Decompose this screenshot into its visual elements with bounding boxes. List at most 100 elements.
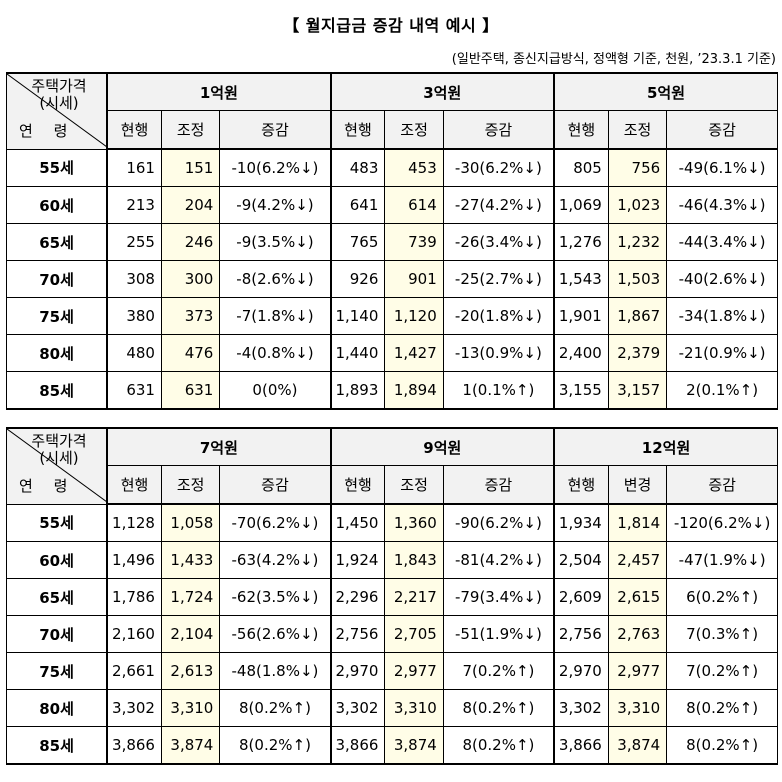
adjusted-value-cell: 3,874: [385, 727, 443, 765]
adjusted-value-cell: 3,310: [385, 690, 443, 727]
current-value-cell: 2,970: [331, 653, 385, 690]
col-header-adjusted: 조정: [161, 111, 219, 150]
adjusted-value-cell: 2,977: [385, 653, 443, 690]
change-value-cell: -9(4.2%↓): [220, 187, 331, 224]
change-value-cell: -90(6.2%↓): [443, 504, 554, 542]
col-header-current: 현행: [331, 111, 385, 150]
age-cell: 65세: [7, 579, 108, 616]
corner-age-label: 연 령: [19, 475, 75, 496]
adjusted-value-cell: 1,867: [608, 298, 666, 335]
change-value-cell: -21(0.9%↓): [667, 335, 778, 372]
table-row: 60세 213 204 -9(4.2%↓) 641 614 -27(4.2%↓) 1,069 1…: [7, 187, 778, 224]
current-value-cell: 2,661: [107, 653, 161, 690]
current-value-cell: 255: [107, 224, 161, 261]
change-value-cell: -56(2.6%↓): [220, 616, 331, 653]
table-row: 60세 1,496 1,433 -63(4.2%↓) 1,924 1,843 -81(4.2…: [7, 542, 778, 579]
table-row: 70세 308 300 -8(2.6%↓) 926 901 -25(2.7%↓) 1,543 1…: [7, 261, 778, 298]
corner-price-label: 주택가격 (시세): [11, 78, 107, 112]
age-cell: 80세: [7, 335, 108, 372]
current-value-cell: 1,934: [554, 504, 608, 542]
change-value-cell: 8(0.2%↑): [220, 690, 331, 727]
col-header-change: 증감: [443, 111, 554, 150]
current-value-cell: 2,160: [107, 616, 161, 653]
table-row: 55세 1,128 1,058 -70(6.2%↓) 1,450 1,360 -90(6.2…: [7, 504, 778, 542]
current-value-cell: 641: [331, 187, 385, 224]
current-value-cell: 805: [554, 149, 608, 187]
price-group-header: 9억원: [331, 428, 554, 466]
change-value-cell: -4(0.8%↓): [220, 335, 331, 372]
change-value-cell: -8(2.6%↓): [220, 261, 331, 298]
current-value-cell: 1,543: [554, 261, 608, 298]
current-value-cell: 1,924: [331, 542, 385, 579]
change-value-cell: -51(1.9%↓): [443, 616, 554, 653]
current-value-cell: 2,756: [554, 616, 608, 653]
col-header-current: 현행: [331, 466, 385, 505]
adjusted-value-cell: 2,379: [608, 335, 666, 372]
change-value-cell: -46(4.3%↓): [667, 187, 778, 224]
current-value-cell: 1,496: [107, 542, 161, 579]
current-value-cell: 3,302: [331, 690, 385, 727]
change-value-cell: -13(0.9%↓): [443, 335, 554, 372]
change-value-cell: -7(1.8%↓): [220, 298, 331, 335]
corner-price-line2: (시세): [11, 95, 107, 112]
unit-note: (일반주택, 종신지급방식, 정액형 기준, 천원, ’23.3.1 기준): [452, 48, 776, 67]
col-header-adjusted: 조정: [161, 466, 219, 505]
adjusted-value-cell: 1,724: [161, 579, 219, 616]
change-value-cell: -49(6.1%↓): [667, 149, 778, 187]
current-value-cell: 161: [107, 149, 161, 187]
col-header-change: 증감: [220, 111, 331, 150]
adjusted-value-cell: 1,360: [385, 504, 443, 542]
current-value-cell: 380: [107, 298, 161, 335]
change-value-cell: -47(1.9%↓): [667, 542, 778, 579]
current-value-cell: 2,609: [554, 579, 608, 616]
change-value-cell: -34(1.8%↓): [667, 298, 778, 335]
age-cell: 70세: [7, 261, 108, 298]
current-value-cell: 480: [107, 335, 161, 372]
adjusted-value-cell: 2,615: [608, 579, 666, 616]
col-header-current: 현행: [107, 466, 161, 505]
adjusted-value-cell: 3,310: [161, 690, 219, 727]
col-header-adjusted: 조정: [385, 111, 443, 150]
corner-header-cell: 주택가격 (시세) 연 령: [7, 73, 108, 149]
change-value-cell: -25(2.7%↓): [443, 261, 554, 298]
adjusted-value-cell: 476: [161, 335, 219, 372]
age-cell: 75세: [7, 298, 108, 335]
current-value-cell: 1,440: [331, 335, 385, 372]
change-value-cell: -62(3.5%↓): [220, 579, 331, 616]
corner-price-line1: 주택가격: [11, 433, 107, 450]
adjusted-value-cell: 1,843: [385, 542, 443, 579]
age-cell: 85세: [7, 372, 108, 410]
age-cell: 60세: [7, 542, 108, 579]
change-value-cell: -9(3.5%↓): [220, 224, 331, 261]
current-value-cell: 1,450: [331, 504, 385, 542]
change-value-cell: 8(0.2%↑): [443, 690, 554, 727]
table-row: 55세 161 151 -10(6.2%↓) 483 453 -30(6.2%↓) 805 75…: [7, 149, 778, 187]
change-value-cell: 1(0.1%↑): [443, 372, 554, 410]
change-value-cell: 7(0.3%↑): [667, 616, 778, 653]
change-value-cell: -79(3.4%↓): [443, 579, 554, 616]
adjusted-value-cell: 3,310: [608, 690, 666, 727]
adjusted-value-cell: 614: [385, 187, 443, 224]
change-value-cell: 8(0.2%↑): [667, 727, 778, 765]
change-value-cell: -40(2.6%↓): [667, 261, 778, 298]
current-value-cell: 2,970: [554, 653, 608, 690]
adjusted-value-cell: 2,705: [385, 616, 443, 653]
col-header-change: 증감: [220, 466, 331, 505]
document-title: 【 월지급금 증감 내역 예시 】: [0, 12, 782, 36]
change-value-cell: 2(0.1%↑): [667, 372, 778, 410]
age-cell: 85세: [7, 727, 108, 765]
price-group-header: 12억원: [554, 428, 777, 466]
age-cell: 60세: [7, 187, 108, 224]
adjusted-value-cell: 1,503: [608, 261, 666, 298]
change-value-cell: -20(1.8%↓): [443, 298, 554, 335]
adjusted-value-cell: 1,058: [161, 504, 219, 542]
current-value-cell: 3,155: [554, 372, 608, 410]
current-value-cell: 631: [107, 372, 161, 410]
price-group-header: 7억원: [107, 428, 330, 466]
adjusted-value-cell: 1,120: [385, 298, 443, 335]
col-header-change: 증감: [443, 466, 554, 505]
current-value-cell: 2,756: [331, 616, 385, 653]
adjusted-value-cell: 1,427: [385, 335, 443, 372]
age-cell: 70세: [7, 616, 108, 653]
adjusted-value-cell: 3,874: [161, 727, 219, 765]
